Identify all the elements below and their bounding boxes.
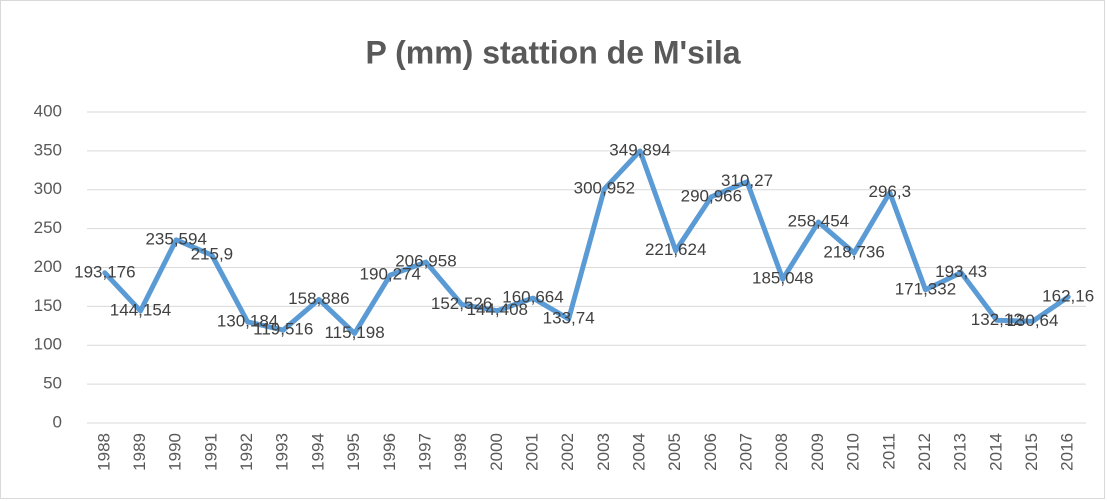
data-label: 310,27 <box>721 171 773 190</box>
y-tick-label: 200 <box>34 257 62 276</box>
y-tick-label: 0 <box>53 412 62 431</box>
x-tick-label: 1998 <box>451 433 470 471</box>
x-tick-label: 2009 <box>808 433 827 471</box>
x-tick-label: 2012 <box>915 433 934 471</box>
data-label: 160,664 <box>502 288 563 307</box>
x-tick-label: 2011 <box>879 433 898 470</box>
data-label: 296,3 <box>868 182 911 201</box>
x-tick-label: 2014 <box>986 433 1005 471</box>
data-label: 152,526 <box>431 294 492 313</box>
data-label: 119,516 <box>253 320 313 339</box>
data-label: 206,958 <box>395 252 456 271</box>
x-tick-label: 1994 <box>308 433 327 471</box>
x-tick-label: 2010 <box>844 433 863 471</box>
x-tick-label: 2016 <box>1058 433 1077 471</box>
x-tick-label: 2006 <box>701 433 720 471</box>
x-tick-label: 1991 <box>201 433 220 471</box>
data-label: 300,952 <box>574 178 635 197</box>
data-label: 215,9 <box>191 245 234 264</box>
x-tick-label: 1988 <box>94 433 113 471</box>
x-tick-label: 2013 <box>951 433 970 471</box>
x-tick-label: 2003 <box>594 433 613 471</box>
x-tick-label: 1997 <box>415 433 434 471</box>
x-tick-label: 1993 <box>273 433 292 471</box>
x-tick-label: 2002 <box>558 433 577 471</box>
y-tick-label: 250 <box>34 218 62 237</box>
data-label: 190,274 <box>360 265 421 284</box>
data-label: 258,454 <box>788 212 849 231</box>
x-tick-label: 1990 <box>166 433 185 471</box>
data-label: 144,154 <box>110 300 171 319</box>
data-label: 144,408 <box>467 300 528 319</box>
data-label: 349,894 <box>609 140 670 159</box>
x-tick-label: 2005 <box>665 433 684 471</box>
x-tick-label: 2015 <box>1022 433 1041 471</box>
data-label: 193,176 <box>74 262 135 281</box>
y-tick-label: 100 <box>34 335 62 354</box>
y-tick-label: 50 <box>43 374 62 393</box>
data-label: 171,332 <box>895 279 956 298</box>
x-tick-label: 1995 <box>344 433 363 471</box>
y-tick-label: 350 <box>34 140 62 159</box>
x-tick-label: 1989 <box>130 433 149 471</box>
data-label: 162,16 <box>1042 286 1094 305</box>
x-tick-label: 2000 <box>487 433 506 471</box>
x-tick-label: 2007 <box>737 433 756 471</box>
data-label: 235,594 <box>145 229 206 248</box>
x-tick-label: 1992 <box>237 433 256 471</box>
data-label: 130,64 <box>1006 311 1058 330</box>
data-label: 221,624 <box>645 240 706 259</box>
x-tick-label: 2004 <box>630 433 649 471</box>
y-tick-label: 300 <box>34 179 62 198</box>
chart-title: P (mm) stattion de M'sila <box>365 34 740 70</box>
data-label: 158,886 <box>288 289 349 308</box>
data-label: 185,048 <box>752 269 813 288</box>
data-label: 115,198 <box>324 323 384 342</box>
data-label: 130,184 <box>217 311 278 330</box>
data-label: 218,736 <box>823 242 884 261</box>
line <box>102 148 1071 336</box>
data-label: 193,43 <box>935 262 987 281</box>
data-label: 133,74 <box>543 309 595 328</box>
y-tick-label: 150 <box>34 296 62 315</box>
data-label: 290,966 <box>681 186 742 205</box>
x-tick-label: 2001 <box>522 433 541 471</box>
x-tick-label: 2008 <box>772 433 791 471</box>
data-label: 132,12 <box>971 310 1023 329</box>
x-tick-label: 1996 <box>380 433 399 471</box>
y-tick-label: 400 <box>34 101 62 120</box>
